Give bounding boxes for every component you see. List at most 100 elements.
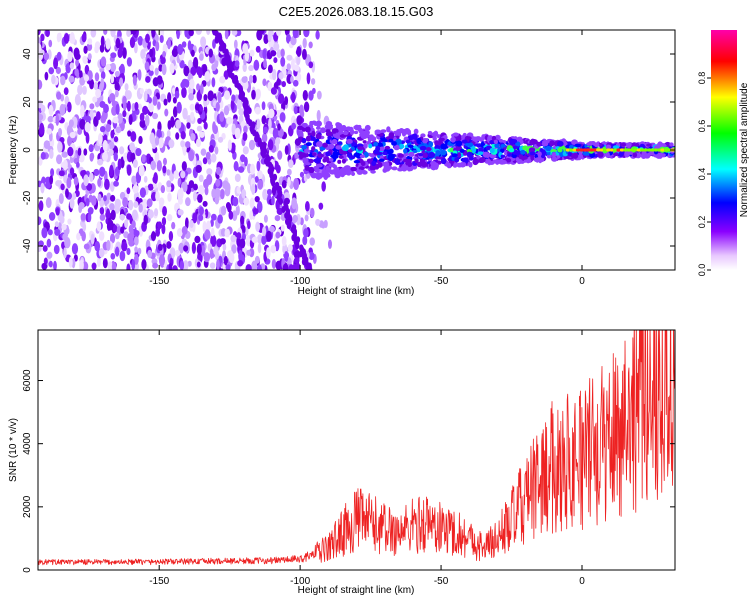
heatmap-cell — [79, 118, 86, 130]
heatmap-cell — [433, 130, 439, 137]
heatmap-cell — [324, 128, 331, 133]
heatmap-cell — [187, 260, 192, 267]
heatmap-cell — [243, 197, 250, 206]
heatmap-cell — [143, 175, 148, 183]
heatmap-cell — [353, 125, 358, 130]
heatmap-cell — [126, 164, 132, 176]
heatmap-cell — [67, 50, 73, 63]
heatmap-cell — [327, 143, 335, 150]
heatmap-cell — [284, 212, 289, 220]
heatmap-cell — [109, 194, 116, 202]
heatmap-cell — [339, 126, 346, 132]
heatmap-cell — [371, 160, 377, 166]
heatmap-cell — [310, 207, 315, 218]
heatmap-cell — [100, 71, 106, 80]
heatmap-cell — [535, 157, 542, 162]
heatmap-cell — [626, 148, 631, 152]
heatmap-cell — [126, 263, 131, 270]
heatmap-cell — [299, 171, 305, 178]
heatmap-cell — [402, 158, 410, 163]
heatmap-cell — [518, 154, 524, 160]
heatmap-cell — [224, 187, 231, 197]
heatmap-cell — [398, 143, 405, 149]
heatmap-cell — [291, 58, 295, 71]
heatmap-cell — [461, 139, 468, 144]
heatmap-cell — [210, 213, 217, 221]
heatmap-cell — [249, 163, 256, 175]
heatmap-cell — [258, 30, 265, 35]
heatmap-cell — [100, 114, 107, 124]
heatmap-cell — [175, 249, 181, 257]
heatmap-cell — [199, 83, 204, 95]
heatmap-cell — [43, 257, 48, 265]
heatmap-cell — [242, 63, 247, 73]
heatmap-cell — [105, 211, 111, 219]
heatmap-cell — [244, 50, 250, 62]
heatmap-cell — [254, 255, 260, 264]
heatmap-cell — [203, 94, 208, 102]
heatmap-cell — [122, 47, 127, 59]
heatmap-cell — [270, 87, 277, 95]
heatmap-cell — [190, 49, 195, 57]
snr-x-axis-label: Height of straight line (km) — [298, 585, 415, 596]
heatmap-cell — [247, 107, 252, 115]
snr-y-tick-label: 6000 — [22, 369, 33, 392]
heatmap-cell — [281, 205, 286, 213]
heatmap-cell — [56, 51, 62, 61]
heatmap-cell — [233, 39, 238, 50]
heatmap-cell — [167, 214, 173, 222]
heatmap-cell — [440, 143, 448, 150]
heatmap-cell — [605, 144, 612, 150]
heatmap-cell — [197, 193, 203, 203]
snr-x-ticks: -150 -100 -50 0 — [149, 330, 585, 587]
heatmap-cell — [248, 247, 255, 258]
heatmap-cell — [511, 139, 518, 144]
heatmap-cell — [131, 259, 136, 270]
heatmap-cell — [190, 66, 197, 76]
heatmap-cell — [315, 126, 321, 130]
heatmap-cell — [137, 103, 143, 111]
heatmap-cell — [180, 81, 186, 89]
heatmap-cell — [155, 191, 160, 202]
heatmap-cell — [196, 66, 202, 76]
heatmap-cell — [79, 70, 83, 80]
heatmap-cell — [368, 143, 373, 149]
heatmap-cell — [237, 166, 245, 173]
heatmap-cell — [113, 136, 119, 143]
heatmap-cell — [597, 151, 604, 158]
heatmap-cell — [316, 90, 322, 100]
heatmap-cell — [412, 145, 418, 149]
heatmap-cell — [65, 188, 69, 199]
heatmap-cell — [298, 250, 304, 258]
heatmap-cell — [315, 30, 320, 40]
heatmap-cell — [636, 148, 642, 152]
heatmap-cell — [81, 33, 87, 43]
heatmap-cell — [498, 138, 504, 143]
snr-x-tick-label: -100 — [290, 576, 310, 587]
heatmap-cell — [430, 164, 437, 171]
heatmap-cell — [208, 48, 213, 58]
heatmap-cell — [65, 63, 71, 74]
heatmap-cell — [131, 209, 138, 221]
heatmap-cell — [241, 189, 247, 199]
heatmap-cell — [200, 36, 207, 48]
heatmap-cell — [67, 146, 74, 157]
heatmap-cell — [574, 143, 582, 148]
heatmap-y-ticks: -40 -20 0 20 40 — [22, 48, 675, 253]
heatmap-cell — [128, 114, 133, 125]
heatmap-cell — [301, 137, 307, 144]
heatmap-cell — [391, 141, 397, 146]
heatmap-cell — [119, 77, 124, 87]
heatmap-cell — [489, 147, 495, 154]
heatmap-cell — [115, 103, 120, 115]
heatmap-cell — [387, 155, 395, 162]
heatmap-cell — [61, 223, 67, 231]
heatmap-y-tick-label: 0 — [22, 147, 33, 153]
heatmap-cell — [115, 246, 120, 257]
heatmap-cell — [478, 147, 485, 153]
heatmap-cell — [62, 159, 68, 171]
heatmap-cell — [321, 222, 326, 229]
heatmap-cell — [114, 70, 120, 77]
heatmap-cell — [172, 106, 178, 118]
heatmap-cell — [39, 122, 45, 135]
